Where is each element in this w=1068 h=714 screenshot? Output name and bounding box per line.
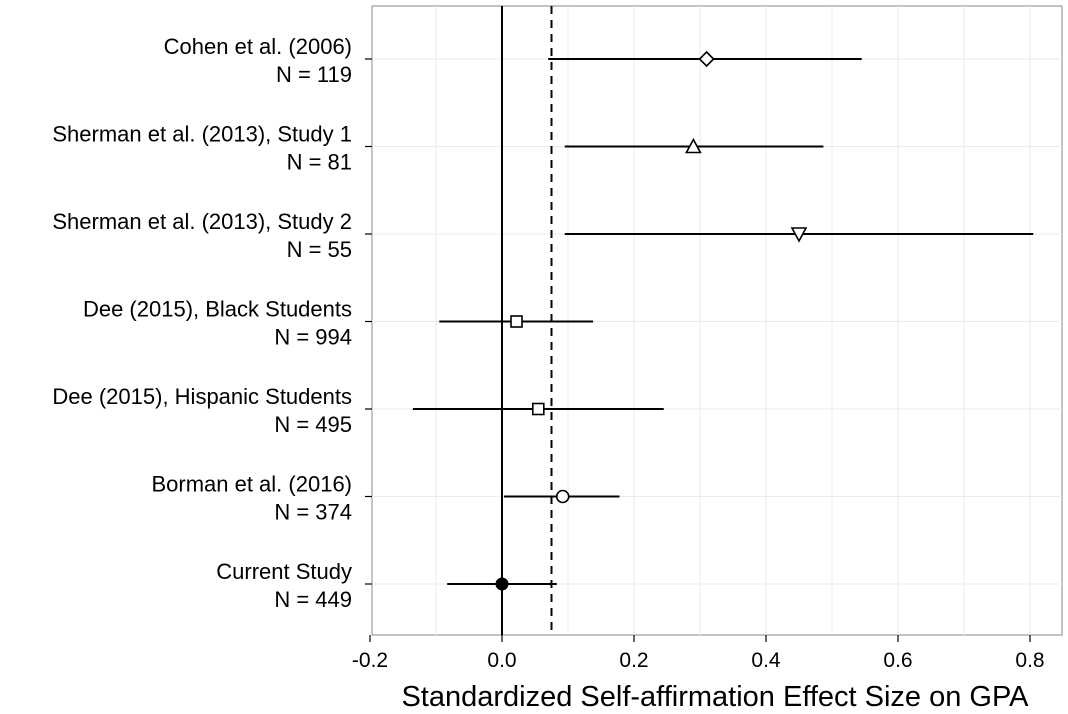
point-estimate-diamond bbox=[698, 50, 715, 68]
x-axis: -0.2 0.0 0.2 0.4 0.6 0.8 bbox=[352, 635, 1045, 672]
point-estimate-triangle bbox=[685, 137, 702, 154]
study-name-label: Current Study bbox=[216, 559, 352, 584]
point-estimate-triangle-down bbox=[790, 227, 808, 243]
x-axis-label: Standardized Self-affirmation Effect Siz… bbox=[401, 681, 1029, 713]
data-marks bbox=[412, 50, 1034, 591]
study-name-label: Dee (2015), Black Students bbox=[83, 297, 352, 322]
study-n-label: N = 449 bbox=[274, 587, 352, 612]
x-tick-label: -0.2 bbox=[352, 649, 388, 672]
study-name-label: Cohen et al. (2006) bbox=[164, 34, 352, 59]
study-n-label: N = 374 bbox=[274, 500, 352, 525]
point-estimate-circle bbox=[555, 489, 570, 504]
x-tick-label: 0.4 bbox=[751, 649, 781, 672]
x-tick-label: 0.0 bbox=[487, 649, 516, 672]
study-n-label: N = 119 bbox=[276, 62, 352, 87]
point-estimate-square bbox=[531, 402, 545, 416]
study-name-label: Sherman et al. (2013), Study 1 bbox=[52, 122, 352, 147]
study-name-label: Dee (2015), Hispanic Students bbox=[52, 384, 352, 409]
study-n-label: N = 55 bbox=[287, 237, 352, 262]
study-labels: Cohen et al. (2006) N = 119 Sherman et al.… bbox=[52, 34, 372, 612]
study-n-label: N = 495 bbox=[274, 412, 352, 437]
study-name-label: Sherman et al. (2013), Study 2 bbox=[52, 209, 352, 234]
point-estimate-square bbox=[510, 315, 523, 328]
study-name-label: Borman et al. (2016) bbox=[151, 472, 352, 497]
study-n-label: N = 994 bbox=[274, 325, 352, 350]
point-estimate-filled-circle bbox=[495, 577, 509, 591]
study-n-label: N = 81 bbox=[287, 150, 352, 175]
x-tick-label: 0.2 bbox=[619, 649, 648, 672]
x-tick-label: 0.8 bbox=[1015, 649, 1044, 672]
x-tick-label: 0.6 bbox=[883, 649, 912, 672]
